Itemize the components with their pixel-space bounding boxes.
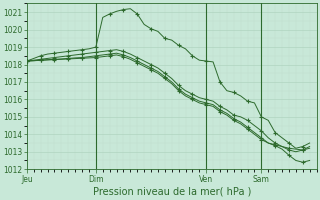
- X-axis label: Pression niveau de la mer( hPa ): Pression niveau de la mer( hPa ): [92, 187, 251, 197]
